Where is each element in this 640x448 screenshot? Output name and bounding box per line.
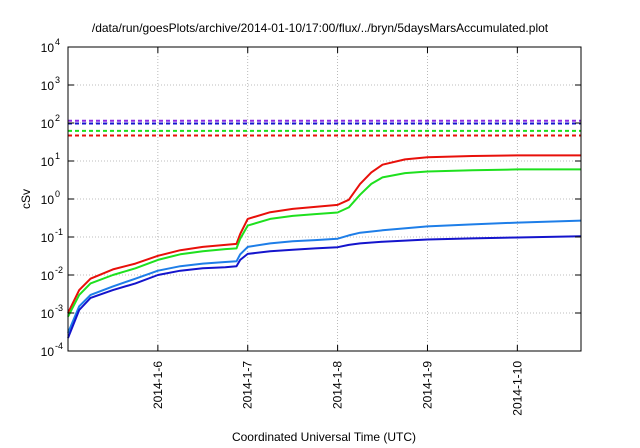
y-tick-exponent: -4 bbox=[55, 341, 63, 351]
y-tick-label: 100 bbox=[41, 189, 60, 207]
x-tick-label: 2014-1-6 bbox=[151, 361, 165, 409]
y-tick-base: 10 bbox=[41, 193, 55, 207]
y-tick-label: 102 bbox=[41, 113, 60, 131]
y-tick-exponent: -1 bbox=[55, 227, 63, 237]
x-axis: 2014-1-6 2014-1-7 2014-1-8 2014-1-9 2014-1-1… bbox=[151, 47, 524, 416]
y-tick-exponent: -3 bbox=[55, 303, 63, 313]
y-tick-exponent: -2 bbox=[55, 265, 63, 275]
y-tick-base: 10 bbox=[41, 79, 55, 93]
series-layer bbox=[67, 119, 582, 339]
y-tick-label: 101 bbox=[41, 151, 60, 169]
y-tick-base: 10 bbox=[41, 41, 55, 55]
y-tick-base: 10 bbox=[41, 345, 55, 359]
y-tick-label: 104 bbox=[41, 37, 60, 55]
y-tick-label: 10-2 bbox=[41, 265, 63, 283]
y-tick-base: 10 bbox=[41, 307, 55, 321]
series-line-2 bbox=[67, 168, 581, 318]
y-tick-exponent: 4 bbox=[55, 37, 60, 47]
x-tick-label: 2014-1-9 bbox=[420, 361, 434, 409]
y-tick-exponent: 3 bbox=[55, 75, 60, 85]
y-tick-exponent: 0 bbox=[55, 189, 60, 199]
chart-title: /data/run/goesPlots/archive/2014-01-10/1… bbox=[92, 21, 549, 35]
x-tick-label: 2014-1-7 bbox=[241, 361, 255, 409]
x-axis-label: Coordinated Universal Time (UTC) bbox=[232, 430, 416, 444]
y-tick-base: 10 bbox=[41, 231, 55, 245]
y-tick-exponent: 2 bbox=[55, 113, 60, 123]
y-axis-label: cSv bbox=[19, 189, 33, 209]
y-tick-label: 10-4 bbox=[41, 341, 63, 359]
x-tick-label: 2014-1-10 bbox=[510, 361, 524, 416]
y-tick-exponent: 1 bbox=[55, 151, 60, 161]
y-tick-label: 10-3 bbox=[41, 303, 63, 321]
series-line-3 bbox=[67, 219, 582, 334]
y-tick-base: 10 bbox=[41, 117, 55, 131]
y-tick-label: 103 bbox=[41, 75, 60, 93]
y-tick-base: 10 bbox=[41, 269, 55, 283]
y-tick-label: 10-1 bbox=[41, 227, 63, 245]
series-line-4 bbox=[67, 235, 582, 339]
y-tick-base: 10 bbox=[41, 155, 55, 169]
series-line-1 bbox=[67, 154, 581, 314]
x-tick-label: 2014-1-8 bbox=[331, 361, 345, 409]
